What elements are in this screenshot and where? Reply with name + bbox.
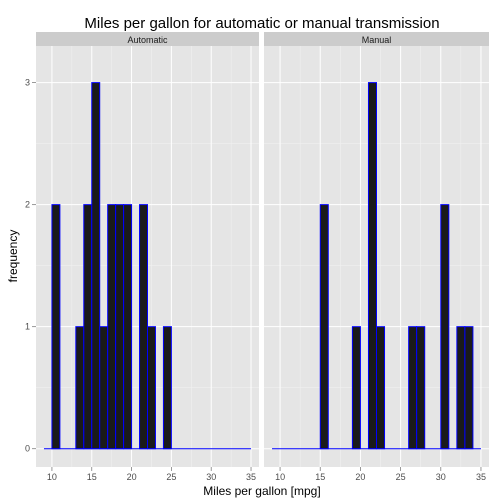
panel-manual: Manual 10 15 20 25 30 35	[264, 32, 489, 482]
histogram-bar-automatic	[75, 326, 85, 450]
x-tick-label: 10	[275, 472, 285, 482]
x-tick-label: 10	[47, 472, 57, 482]
histogram-bar-automatic	[91, 82, 101, 450]
x-tick-label: 25	[166, 472, 176, 482]
x-ticks-automatic: 10 15 20 25 30 35	[47, 467, 256, 482]
histogram-bar-manual	[351, 326, 361, 450]
x-tick-label: 35	[246, 472, 256, 482]
y-tick-label: 0	[25, 444, 30, 454]
histogram-bar-automatic	[139, 204, 149, 450]
histogram-bar-manual	[456, 326, 466, 450]
y-axis-title: frequency	[6, 230, 20, 283]
y-ticks: 0 1 2 3	[25, 78, 36, 454]
strip-automatic	[36, 32, 259, 46]
strip-manual	[264, 32, 489, 46]
y-tick-label: 3	[25, 78, 30, 88]
histogram-bar-automatic	[147, 326, 156, 450]
strip-label-manual: Manual	[362, 35, 392, 45]
strip-label-automatic: Automatic	[127, 35, 168, 45]
histogram-bar-manual	[440, 204, 450, 450]
histogram-bar-automatic	[162, 326, 172, 450]
histogram-bar-automatic	[51, 204, 61, 450]
histogram-bar-manual	[319, 204, 329, 450]
chart-title: Miles per gallon for automatic or manual…	[84, 15, 439, 32]
histogram-bar-manual	[416, 326, 426, 450]
x-ticks-manual: 10 15 20 25 30 35	[275, 467, 486, 482]
histogram-bar-automatic	[107, 204, 117, 450]
bars-automatic	[43, 82, 252, 450]
x-axis-title: Miles per gallon [mpg]	[203, 484, 320, 498]
x-tick-label: 30	[436, 472, 446, 482]
bars-manual	[272, 82, 481, 450]
x-tick-label: 35	[476, 472, 486, 482]
histogram-bar-manual	[408, 326, 418, 450]
histogram-bar-automatic	[83, 204, 93, 450]
x-tick-label: 25	[396, 472, 406, 482]
histogram-bar-automatic	[99, 326, 109, 450]
x-tick-label: 15	[315, 472, 325, 482]
histogram-bar-automatic	[115, 204, 125, 450]
histogram-bar-manual	[367, 82, 378, 450]
x-tick-label: 30	[206, 472, 216, 482]
x-tick-label: 20	[127, 472, 137, 482]
histogram-bar-automatic	[123, 204, 133, 450]
x-tick-label: 15	[87, 472, 97, 482]
panel-automatic: Automatic 10 15 20 25 30 35	[36, 32, 259, 482]
histogram-bar-manual	[376, 326, 386, 450]
y-tick-label: 2	[25, 200, 30, 210]
y-tick-label: 1	[25, 322, 30, 332]
histogram-bar-manual	[464, 326, 474, 450]
x-tick-label: 20	[355, 472, 365, 482]
